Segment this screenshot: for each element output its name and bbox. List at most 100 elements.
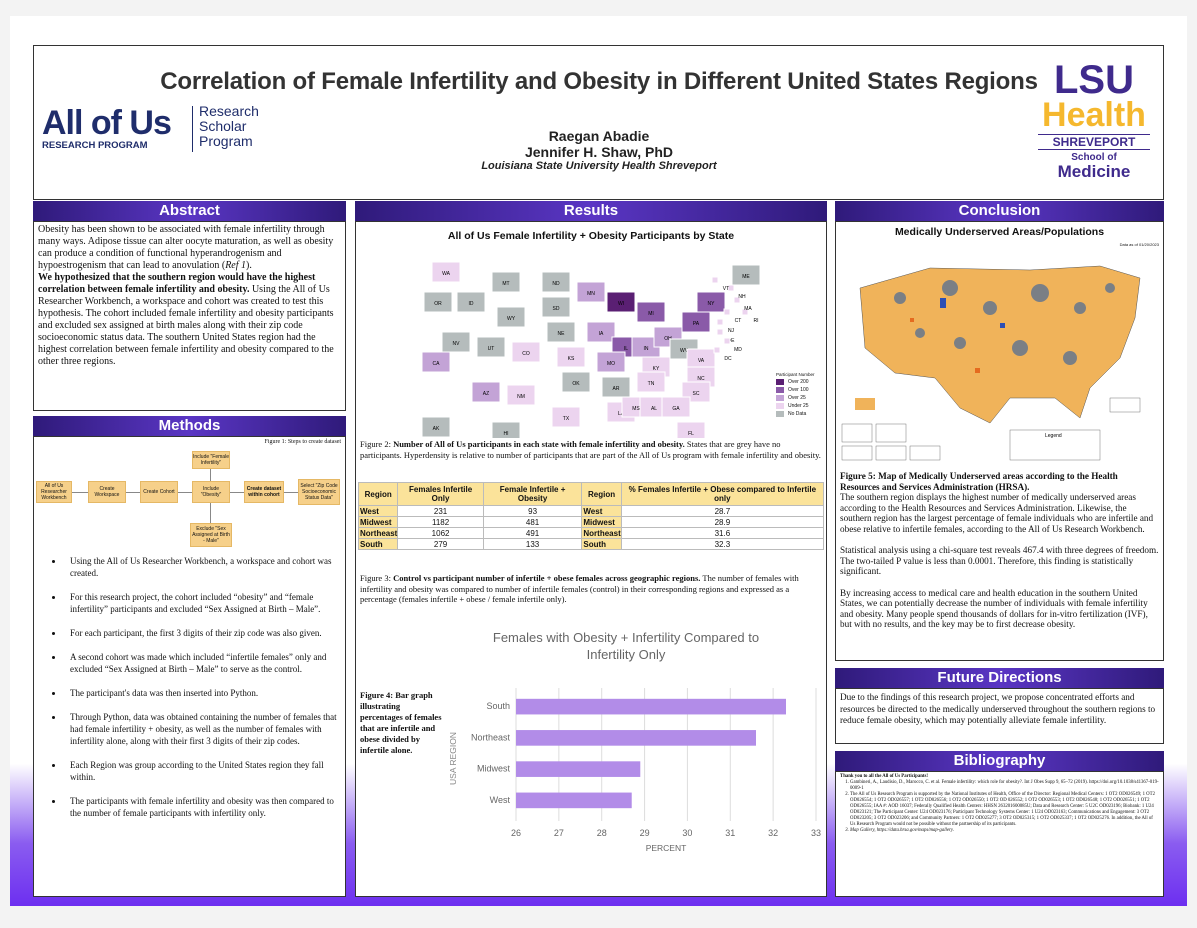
future-directions-section: Due to the findings of this research pro… [835, 688, 1164, 744]
state-label: IL [624, 346, 628, 352]
table-header: Region [357, 482, 399, 506]
x-tick-label: 28 [597, 828, 607, 838]
figure-2-caption: Figure 2: Number of All of Us participan… [360, 439, 821, 460]
state-hi [491, 421, 521, 438]
state-label: IN [644, 346, 649, 352]
state-ga [661, 396, 691, 418]
state-nd [541, 271, 571, 293]
table-cell: Northeast [581, 527, 622, 539]
state-label: MD [734, 347, 742, 353]
state-wa [431, 261, 461, 283]
state-me [731, 264, 761, 286]
x-tick-label: 32 [768, 828, 778, 838]
figure-4-caption: Figure 4: Bar graph illustrating percent… [360, 690, 442, 755]
table-cell: South [581, 538, 622, 550]
x-tick-label: 27 [554, 828, 564, 838]
state-de [716, 328, 724, 336]
state-label: OH [664, 336, 672, 342]
state-label: NJ [728, 328, 735, 334]
bibliography-heading: Bibliography [835, 751, 1164, 771]
state-label: NC [697, 376, 705, 382]
results-heading: Results [355, 201, 827, 221]
methods-heading: Methods [33, 416, 346, 436]
flow-step: Create Cohort [140, 481, 178, 503]
reference-list: Gambineri, A., Laudisio, D., Marocco, C.… [840, 780, 1159, 834]
reference: The All of Us Research Program is suppor… [850, 792, 1159, 828]
state-label: MS [632, 406, 640, 412]
state-nj [716, 318, 724, 326]
state-co [511, 341, 541, 363]
reference: Gambineri, A., Laudisio, D., Marocco, C.… [850, 780, 1159, 792]
state-label: MA [744, 306, 752, 312]
bar [516, 792, 632, 809]
abstract-heading: Abstract [33, 201, 346, 221]
flow-diagram: All of Us Researcher Workbench Create Wo… [34, 437, 347, 547]
author: Jennifer H. Shaw, PhD [524, 144, 674, 160]
state-nv [441, 331, 471, 353]
table-cell: Midwest [581, 516, 622, 528]
reference: Map Gallery, https://data.hrsa.gov/maps/… [850, 828, 1159, 834]
bar [516, 698, 786, 715]
bar [516, 761, 641, 777]
state-label: HI [504, 431, 509, 437]
state-label: VT [723, 286, 729, 292]
table-header: % Females Infertile + Obese compared to … [620, 482, 825, 506]
table-row: South 279 133 South 32.3 [357, 538, 825, 550]
y-tick-label: Northeast [471, 732, 511, 742]
table-cell: 32.3 [620, 538, 825, 550]
table-cell: 231 [397, 505, 484, 517]
legend-item: Over 100 [776, 387, 815, 393]
state-label: WI [618, 301, 624, 307]
table-cell: 133 [482, 538, 583, 550]
state-label: AL [651, 406, 657, 412]
table-cell: 1182 [397, 516, 484, 528]
state-fl [676, 421, 706, 438]
methods-list: Using the All of Us Researcher Workbench… [34, 555, 339, 831]
state-label: PA [693, 321, 700, 327]
table-cell: 491 [482, 527, 583, 539]
state-label: ME [742, 274, 750, 280]
state-ma [733, 296, 741, 304]
state-wi [606, 291, 636, 313]
state-label: DC [724, 356, 732, 362]
state-tn [636, 371, 666, 393]
results-section: All of Us Female Infertility + Obesity P… [355, 221, 827, 897]
state-label: OK [572, 381, 580, 387]
state-label: FL [688, 431, 694, 437]
table-cell: 1062 [397, 527, 484, 539]
x-axis-label: PERCENT [646, 843, 687, 853]
y-tick-label: Midwest [477, 764, 511, 774]
state-label: ID [469, 301, 474, 307]
state-ny [696, 291, 726, 313]
region-table: Region Females Infertile Only Female Infer… [357, 482, 825, 550]
map-title: All of Us Female Infertility + Obesity P… [447, 230, 735, 242]
table-cell: South [357, 538, 399, 550]
state-label: MO [607, 361, 615, 367]
table-cell: Midwest [357, 516, 399, 528]
state-wy [496, 306, 526, 328]
lsu-health-logo: LSU Health SHREVEPORT School of Medicine [1034, 60, 1154, 180]
abstract-text: Obesity has been shown to be associated … [38, 224, 334, 367]
us-state-map: WA OR ID MT WY ND SD NE MN WI MI IA IL IN OH PA NY ME NV UT… [421, 261, 761, 438]
state-id [456, 291, 486, 313]
state-ar [601, 376, 631, 398]
chart-title: Females with Obesity + Infertility Compa… [493, 630, 759, 662]
state-ca [421, 351, 451, 373]
state-label: GA [672, 406, 680, 412]
state-label: LA [618, 411, 625, 417]
state-sd [541, 296, 571, 318]
future-directions-heading: Future Directions [835, 668, 1164, 688]
methods-step: A second cohort was made which included … [64, 651, 339, 675]
state-md [723, 337, 731, 345]
flow-step: Create dataset within cohort [244, 481, 284, 503]
figure-3-caption: Figure 3: Control vs participant number … [360, 573, 799, 604]
x-tick-label: 33 [811, 828, 821, 838]
state-label: CA [433, 361, 441, 367]
flow-step: Include "Female Infertility" [192, 451, 230, 469]
state-dc [713, 346, 721, 354]
methods-step: Using the All of Us Researcher Workbench… [64, 555, 339, 579]
conclusion-text: Figure 5: Map of Medically Underserved a… [840, 471, 1159, 630]
state-ut [476, 336, 506, 358]
methods-step: Each Region was group according to the U… [64, 759, 339, 783]
state-label: WV [680, 348, 689, 354]
